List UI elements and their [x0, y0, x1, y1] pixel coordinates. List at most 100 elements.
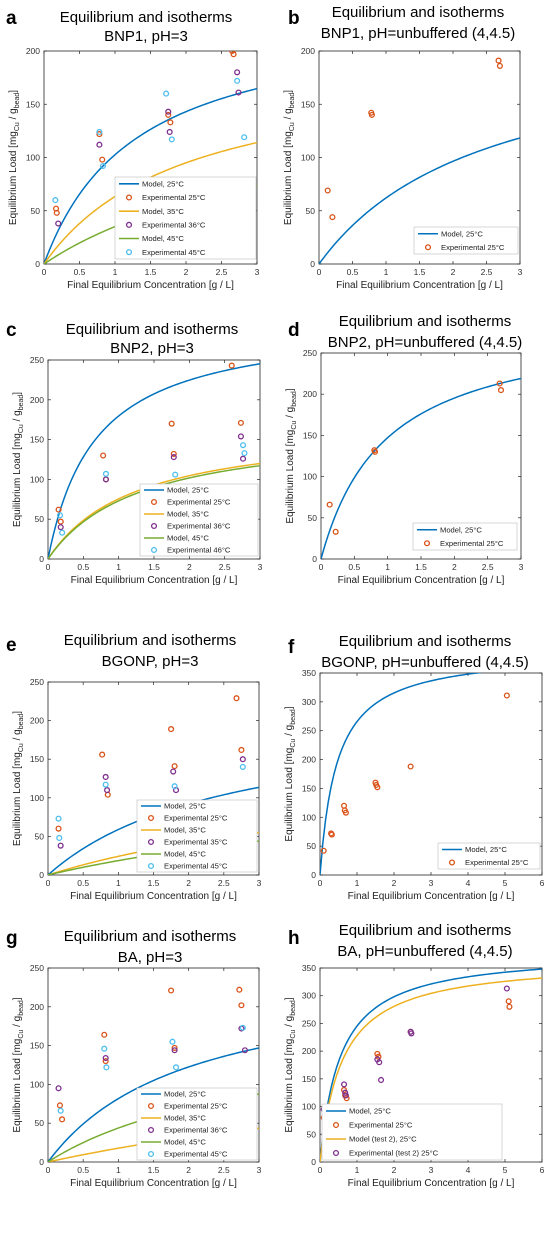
data-point	[56, 1102, 64, 1109]
data-point	[241, 1047, 248, 1054]
y-tick-label: 200	[303, 389, 317, 399]
y-tick-label: 200	[302, 755, 316, 765]
x-tick-label: 1	[355, 1165, 360, 1175]
x-tick-label: 3	[429, 1165, 434, 1175]
x-tick-label: 0	[319, 562, 324, 572]
x-tick-label: 2.5	[216, 267, 228, 277]
legend-marker-swatch	[150, 546, 158, 554]
chart-panel-a: 0 0.5 1 1.5 2 2.5 3 0 50 100 150 200 Final Equilibri…	[8, 46, 260, 291]
data-point	[53, 209, 60, 216]
series-line	[320, 673, 483, 875]
legend-entry-label: Experimental 25°C	[465, 858, 529, 867]
data-point	[234, 77, 241, 84]
y-axis-label-subscript: bead	[18, 1000, 25, 1016]
legend-entry-label: Model, 25°C	[465, 845, 507, 854]
y-axis-label: Equilibrium Load [mgCu / gbead]	[283, 90, 296, 225]
panel-label: h	[288, 928, 300, 949]
data-point	[96, 131, 103, 138]
legend-entry-label: Experimental 36°C	[167, 522, 231, 531]
y-axis-label-subscript: Cu	[290, 1030, 297, 1039]
data-point	[56, 834, 63, 841]
y-tick-label: 150	[302, 1074, 316, 1084]
data-point	[103, 1064, 110, 1071]
y-tick-label: 150	[26, 99, 40, 109]
x-tick-label: 3	[429, 878, 434, 888]
chart-panel-c: 0 0.5 1 1.5 2 2.5 3 0 50 100 150 200 250 Final Equili…	[12, 355, 263, 586]
data-point	[329, 214, 336, 221]
series-line	[48, 363, 260, 559]
data-point	[170, 768, 177, 775]
legend-entry-label: Model, 25°C	[441, 229, 483, 238]
data-point	[55, 220, 62, 227]
plot-content	[320, 968, 542, 1162]
y-tick-label: 350	[302, 963, 316, 973]
y-tick-label: 350	[302, 668, 316, 678]
x-tick-label: 1	[116, 1165, 121, 1175]
chart-title-line1: Equilibrium and isotherms	[339, 922, 512, 939]
data-point	[57, 524, 64, 531]
x-tick-label: 4	[466, 1165, 471, 1175]
chart-title-line1: Equilibrium and isotherms	[64, 928, 237, 945]
plot-content	[320, 673, 510, 875]
data-point	[342, 1089, 349, 1096]
y-axis-label-part: Equilibrium Load [mg	[284, 748, 295, 842]
y-axis-label: Equilibrium Load [mgCu / gbead]	[8, 90, 21, 225]
legend-entry-label: Experimental 45°C	[164, 862, 228, 871]
x-tick-label: 1.5	[415, 562, 427, 572]
data-point	[237, 433, 244, 440]
y-tick-label: 100	[302, 1102, 316, 1112]
panel-label: d	[288, 320, 300, 341]
x-axis-label: Final Equilibrium Concentration [g / L]	[70, 891, 237, 902]
y-tick-label: 0	[310, 259, 315, 269]
y-axis-label-part: ]	[12, 711, 23, 714]
y-axis-label-part: ]	[12, 997, 23, 1000]
y-axis-label-part: / g	[8, 108, 19, 122]
y-tick-label: 300	[302, 991, 316, 1001]
series-line	[321, 377, 521, 559]
x-axis-label: Final Equilibrium Concentration [g / L]	[338, 575, 505, 586]
data-point	[374, 784, 381, 791]
x-axis-label: Final Equilibrium Concentration [g / L]	[67, 280, 234, 291]
y-axis-label-part: Equilibrium Load [mg	[12, 433, 23, 527]
x-tick-label: 2	[186, 878, 191, 888]
panel-f-heading: f Equilibrium and isotherms BGONP, pH=un…	[288, 633, 529, 671]
legend-entry-label: Experimental 25°C	[164, 1102, 228, 1111]
y-axis-label-part: / g	[285, 407, 296, 421]
x-tick-label: 1.5	[414, 267, 426, 277]
x-tick-label: 2	[392, 878, 397, 888]
legend-entry-label: Model, 25°C	[167, 486, 209, 495]
y-tick-label: 50	[307, 1129, 317, 1139]
chart-title-line2: BGONP, pH=unbuffered (4,4.5)	[321, 654, 529, 671]
x-tick-label: 6	[540, 1165, 545, 1175]
data-point	[102, 476, 109, 483]
data-point	[340, 1086, 348, 1093]
x-tick-label: 3	[257, 1165, 262, 1175]
data-point	[230, 51, 237, 58]
legend-entry-label: Experimental 36°C	[164, 1126, 228, 1135]
plot-content	[319, 57, 520, 264]
x-axis-label: Final Equilibrium Concentration [g / L]	[71, 575, 238, 586]
data-point	[241, 134, 248, 141]
y-tick-label: 250	[303, 348, 317, 358]
data-point	[57, 518, 64, 525]
x-tick-label: 0	[317, 267, 322, 277]
data-point	[59, 1116, 66, 1123]
legend-box	[437, 842, 541, 870]
y-axis-label-subscript: bead	[290, 1000, 297, 1016]
y-tick-label: 300	[302, 697, 316, 707]
y-tick-label: 250	[30, 677, 44, 687]
y-tick-label: 50	[307, 841, 317, 851]
y-tick-label: 250	[30, 963, 44, 973]
y-tick-label: 200	[301, 46, 315, 56]
legend-entry-label: Experimental 25°C	[441, 243, 505, 252]
legend-marker-swatch	[147, 862, 155, 870]
y-axis-label: Equilibrium Load [mgCu / gbead]	[12, 392, 25, 527]
y-axis-label: Equilibrium Load [mgCu / gbead]	[284, 997, 297, 1132]
y-axis-label-subscript: bead	[18, 395, 25, 411]
legend-marker-swatch	[147, 1102, 155, 1110]
x-tick-label: 1	[116, 878, 121, 888]
y-axis-label-part: ]	[284, 706, 295, 709]
chart-title-line2: BNP1, pH=unbuffered (4,4.5)	[321, 25, 515, 42]
x-tick-label: 1	[355, 878, 360, 888]
chart-title-line2: BNP2, pH=3	[110, 340, 194, 357]
